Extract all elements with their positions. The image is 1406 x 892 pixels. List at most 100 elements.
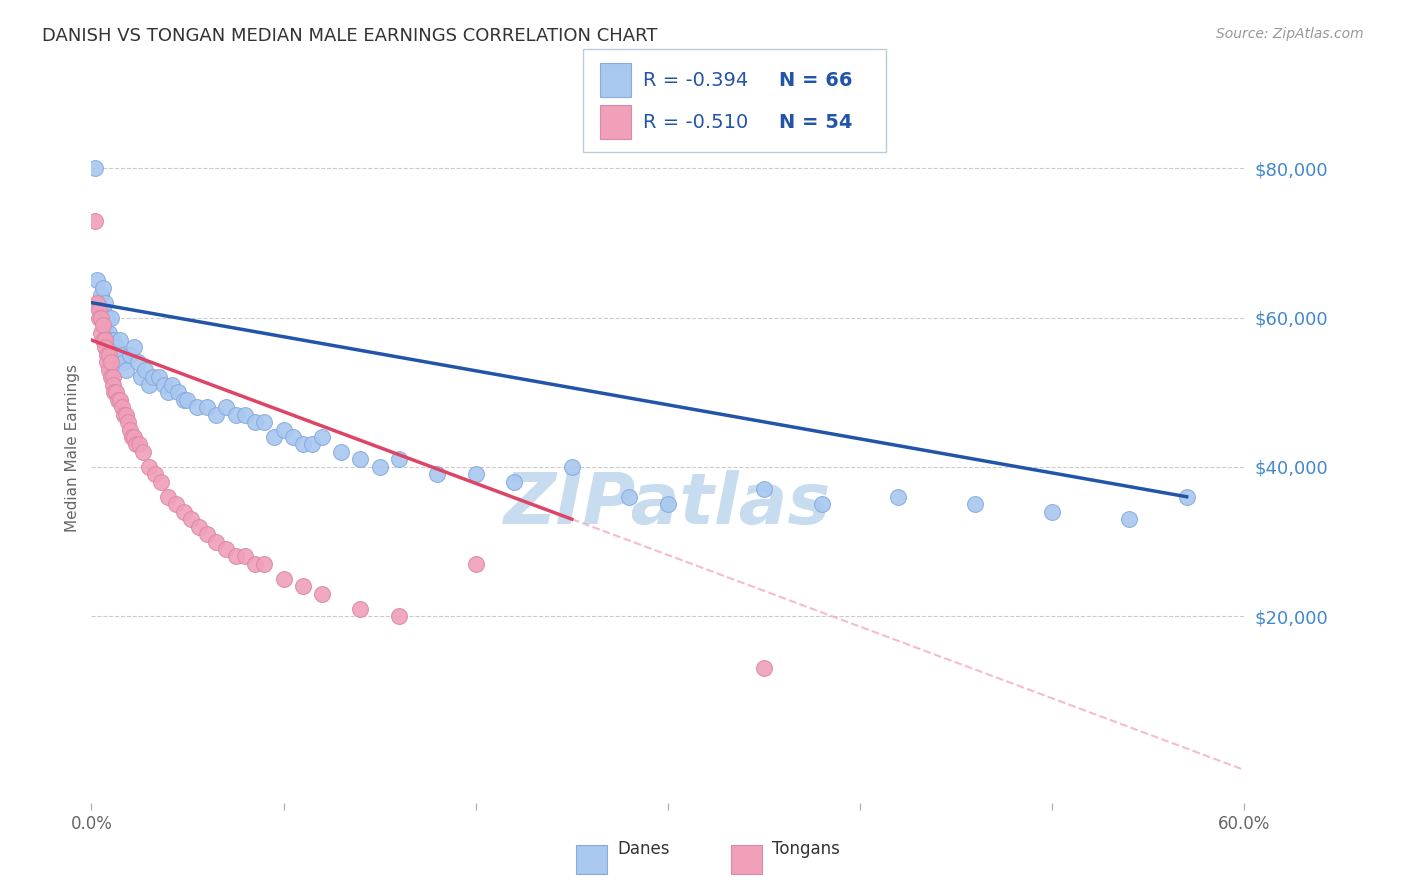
- Point: [87, 295, 110, 310]
- Point: [273, 572, 295, 586]
- Point: [90, 288, 112, 302]
- Point: [122, 430, 145, 444]
- Point: [87, 303, 110, 318]
- Point: [205, 534, 228, 549]
- Point: [311, 587, 333, 601]
- Point: [138, 459, 160, 474]
- Point: [273, 423, 295, 437]
- Point: [148, 370, 170, 384]
- Point: [97, 348, 120, 362]
- Point: [1175, 490, 1198, 504]
- Point: [112, 408, 135, 422]
- Point: [291, 437, 314, 451]
- Point: [752, 483, 775, 497]
- Text: R = -0.394: R = -0.394: [643, 70, 748, 90]
- Point: [100, 370, 122, 384]
- Point: [86, 273, 108, 287]
- Point: [291, 579, 314, 593]
- Point: [388, 609, 411, 624]
- Point: [84, 213, 107, 227]
- Point: [101, 370, 124, 384]
- Point: [138, 377, 160, 392]
- Point: [112, 355, 135, 369]
- Point: [91, 303, 114, 318]
- Text: DANISH VS TONGAN MEDIAN MALE EARNINGS CORRELATION CHART: DANISH VS TONGAN MEDIAN MALE EARNINGS CO…: [42, 27, 658, 45]
- Point: [122, 341, 145, 355]
- Point: [100, 355, 122, 369]
- Point: [118, 423, 141, 437]
- Point: [96, 348, 118, 362]
- Point: [118, 348, 141, 362]
- Point: [91, 318, 114, 332]
- Point: [263, 430, 285, 444]
- Point: [153, 377, 176, 392]
- Point: [349, 452, 371, 467]
- Point: [101, 341, 124, 355]
- Point: [965, 497, 987, 511]
- Point: [128, 437, 150, 451]
- Point: [330, 445, 353, 459]
- Point: [188, 519, 211, 533]
- Point: [143, 467, 166, 482]
- Point: [100, 310, 122, 325]
- Point: [657, 497, 679, 511]
- Point: [94, 318, 117, 332]
- Text: Tongans: Tongans: [772, 840, 839, 858]
- Point: [131, 370, 153, 384]
- Point: [94, 333, 117, 347]
- Point: [281, 430, 304, 444]
- Point: [165, 497, 187, 511]
- Point: [173, 505, 195, 519]
- Point: [215, 400, 238, 414]
- Point: [173, 392, 195, 407]
- Point: [225, 549, 247, 564]
- Y-axis label: Median Male Earnings: Median Male Earnings: [65, 364, 80, 533]
- Point: [110, 392, 132, 407]
- Point: [124, 437, 146, 451]
- Point: [195, 527, 218, 541]
- Text: N = 54: N = 54: [779, 112, 852, 132]
- Point: [215, 541, 238, 556]
- Point: [225, 408, 247, 422]
- Point: [94, 341, 117, 355]
- Point: [91, 281, 114, 295]
- Point: [503, 475, 526, 489]
- Point: [368, 459, 391, 474]
- Point: [157, 490, 180, 504]
- Point: [233, 408, 256, 422]
- Point: [464, 467, 486, 482]
- Point: [464, 557, 486, 571]
- Point: [426, 467, 449, 482]
- Point: [90, 310, 112, 325]
- Point: [561, 459, 583, 474]
- Point: [253, 557, 276, 571]
- Point: [388, 452, 411, 467]
- Point: [110, 333, 132, 347]
- Point: [111, 400, 134, 414]
- Point: [96, 310, 118, 325]
- Point: [127, 355, 149, 369]
- Point: [107, 392, 129, 407]
- Point: [166, 385, 188, 400]
- Point: [86, 295, 108, 310]
- Point: [186, 400, 208, 414]
- Point: [195, 400, 218, 414]
- Point: [253, 415, 276, 429]
- Point: [84, 161, 107, 176]
- Point: [100, 333, 122, 347]
- Point: [243, 415, 266, 429]
- Point: [103, 385, 125, 400]
- Point: [205, 408, 228, 422]
- Text: R = -0.510: R = -0.510: [643, 112, 748, 132]
- Point: [349, 601, 371, 615]
- Point: [142, 370, 165, 384]
- Point: [97, 363, 120, 377]
- Point: [619, 490, 641, 504]
- Point: [160, 377, 183, 392]
- Point: [117, 415, 139, 429]
- Point: [149, 475, 172, 489]
- Point: [132, 445, 155, 459]
- Point: [97, 326, 120, 340]
- Point: [94, 295, 117, 310]
- Text: N = 66: N = 66: [779, 70, 852, 90]
